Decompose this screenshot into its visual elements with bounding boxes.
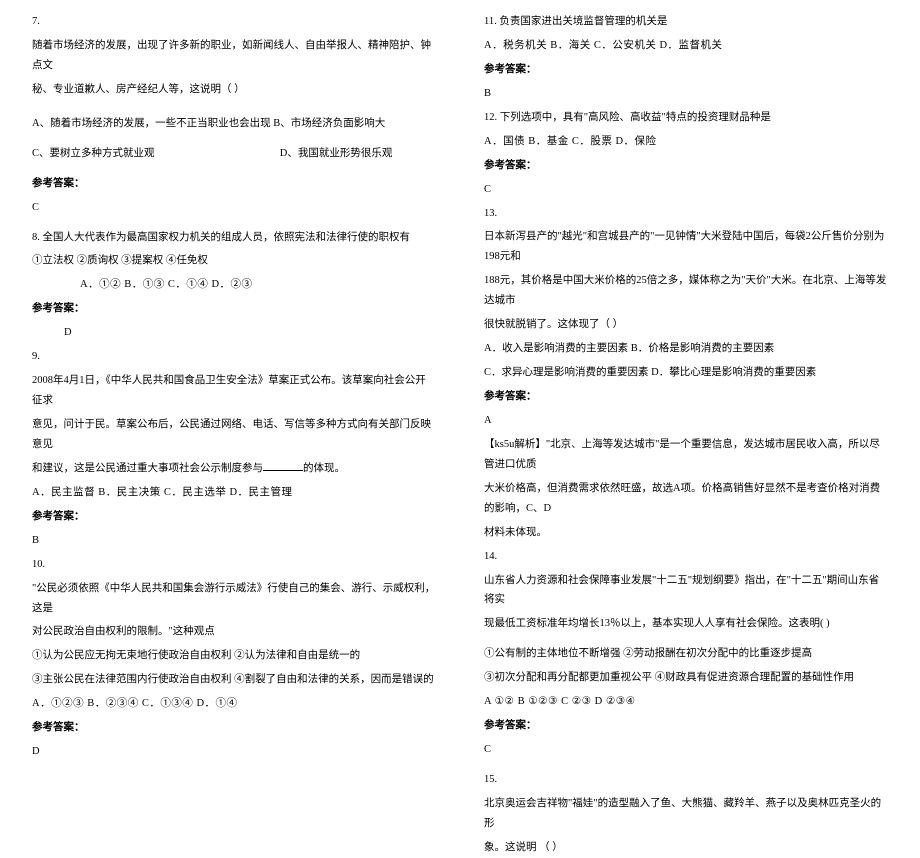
q13-num: 13. xyxy=(484,204,888,224)
q10-choices: A．①②③ B．②③④ C．①③④ D．①④ xyxy=(32,694,436,714)
q9-text1: 2008年4月1日，《中华人民共和国食品卫生安全法》草案正式公布。该草案向社会公… xyxy=(32,371,436,411)
q13-text3: 很快就脱销了。这体现了（ ） xyxy=(484,315,888,335)
q13-text2: 188元，其价格是中国大米价格的25倍之多，媒体称之为"天价"大米。在北京、上海… xyxy=(484,271,888,311)
q12-opts: A．国债 B．基金 C．股票 D．保险 xyxy=(484,132,888,152)
q9-text3: 和建议，这是公民通过重大事项社会公示制度参与 的体现。 xyxy=(32,459,436,479)
q11-text: 11. 负责国家进出关境监督管理的机关是 xyxy=(484,12,888,32)
q8-opts: ①立法权 ②质询权 ③提案权 ④任免权 xyxy=(32,251,436,271)
q13-analysis2: 大米价格高，但消费需求依然旺盛，故选A项。价格高销售好显然不是考查价格对消费的影… xyxy=(484,479,888,519)
q11-opts: A．税务机关 B．海关 C．公安机关 D．监督机关 xyxy=(484,36,888,56)
q10-num: 10. xyxy=(32,555,436,575)
q9-text2: 意见，问计于民。草案公布后，公民通过网络、电话、写信等多种方式向有关部门反映意见 xyxy=(32,415,436,455)
q14-text2: 现最低工资标准年均增长13％以上，基本实现人人享有社会保险。这表明( ) xyxy=(484,614,888,634)
q10-opt34: ③主张公民在法律范围内行使政治自由权利 ④割裂了自由和法律的关系，因而是错误的 xyxy=(32,670,436,690)
q8-ans-label: 参考答案： xyxy=(32,299,436,319)
q12-ans-label: 参考答案： xyxy=(484,156,888,176)
q13-analysis3: 材料未体现。 xyxy=(484,523,888,543)
q8-text: 8. 全国人大代表作为最高国家权力机关的组成人员，依照宪法和法律行使的职权有 xyxy=(32,228,436,248)
blank-fill xyxy=(263,459,303,471)
q9-text3a: 和建议，这是公民通过重大事项社会公示制度参与 xyxy=(32,463,263,474)
q7-optC: C、要树立多种方式就业观 xyxy=(32,148,155,159)
q15-text2: 象。这说明 （ ） xyxy=(484,838,888,858)
q8-choices: A．①② B．①③ C．①④ D．②③ xyxy=(32,275,436,295)
q15-num: 15. xyxy=(484,770,888,790)
q15-text1: 北京奥运会吉祥物"福娃"的造型融入了鱼、大熊猫、藏羚羊、燕子以及奥林匹克圣火的形 xyxy=(484,794,888,834)
q14-num: 14. xyxy=(484,547,888,567)
q8-ans: D xyxy=(32,323,436,343)
q10-text2: 对公民政治自由权利的限制。"这种观点 xyxy=(32,622,436,642)
q7-ans-label: 参考答案： xyxy=(32,174,436,194)
q13-optAB: A．收入是影响消费的主要因素 B．价格是影响消费的主要因素 xyxy=(484,339,888,359)
q7-num: 7. xyxy=(32,12,436,32)
q11-ans-label: 参考答案： xyxy=(484,60,888,80)
q14-choices: A ①② B ①②③ C ②③ D ②③④ xyxy=(484,692,888,712)
q13-ans: A xyxy=(484,411,888,431)
q11-ans: B xyxy=(484,84,888,104)
q10-ans: D xyxy=(32,742,436,762)
q13-ans-label: 参考答案： xyxy=(484,387,888,407)
q14-opt12: ①公有制的主体地位不断增强 ②劳动报酬在初次分配中的比重逐步提高 xyxy=(484,644,888,664)
q10-text1: "公民必须依照《中华人民共和国集会游行示威法》行使自己的集会、游行、示威权利，这… xyxy=(32,579,436,619)
q14-text1: 山东省人力资源和社会保障事业发展"十二五"规划纲要》指出，在"十二五"期间山东省… xyxy=(484,571,888,611)
q10-ans-label: 参考答案： xyxy=(32,718,436,738)
q7-optAB: A、随着市场经济的发展，一些不正当职业也会出现 B、市场经济负面影响大 xyxy=(32,114,436,134)
q14-opt34: ③初次分配和再分配都更加重视公平 ④财政具有促进资源合理配置的基础性作用 xyxy=(484,668,888,688)
q12-text: 12. 下列选项中，具有"高风险、高收益"特点的投资理财品种是 xyxy=(484,108,888,128)
q7-optCD: C、要树立多种方式就业观 D、我国就业形势很乐观 xyxy=(32,144,436,164)
q10-opt12: ①认为公民应无拘无束地行使政治自由权利 ②认为法律和自由是统一的 xyxy=(32,646,436,666)
q7-text1: 随着市场经济的发展，出现了许多新的职业，如新闻线人、自由举报人、精神陪护、钟点文 xyxy=(32,36,436,76)
q14-ans-label: 参考答案： xyxy=(484,716,888,736)
q7-text2: 秘、专业道歉人、房产经纪人等，这说明（ ） xyxy=(32,80,436,100)
q9-opts: A．民主监督 B．民主决策 C．民主选举 D．民主管理 xyxy=(32,483,436,503)
q9-ans-label: 参考答案： xyxy=(32,507,436,527)
q13-optCD: C．求异心理是影响消费的重要因素 D．攀比心理是影响消费的重要因素 xyxy=(484,363,888,383)
q12-ans: C xyxy=(484,180,888,200)
q9-ans: B xyxy=(32,531,436,551)
q14-ans: C xyxy=(484,740,888,760)
q9-num: 9. xyxy=(32,347,436,367)
q13-analysis1: 【ks5u解析】"北京、上海等发达城市"是一个重要信息，发达城市居民收入高，所以… xyxy=(484,435,888,475)
q7-ans: C xyxy=(32,198,436,218)
q9-text3b: 的体现。 xyxy=(303,463,345,474)
q7-optD: D、我国就业形势很乐观 xyxy=(280,148,393,159)
q13-text1: 日本新泻县产的"越光"和宫城县产的"一见钟情"大米登陆中国后，每袋2公斤售价分别… xyxy=(484,227,888,267)
